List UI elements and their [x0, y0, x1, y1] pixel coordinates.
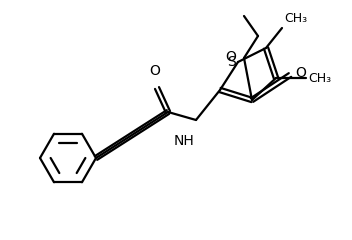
- Text: O: O: [150, 64, 161, 78]
- Text: CH₃: CH₃: [308, 72, 331, 84]
- Text: O: O: [295, 66, 306, 80]
- Text: S: S: [228, 55, 237, 69]
- Text: CH₃: CH₃: [284, 12, 307, 25]
- Text: NH: NH: [174, 134, 194, 148]
- Text: O: O: [225, 50, 236, 64]
